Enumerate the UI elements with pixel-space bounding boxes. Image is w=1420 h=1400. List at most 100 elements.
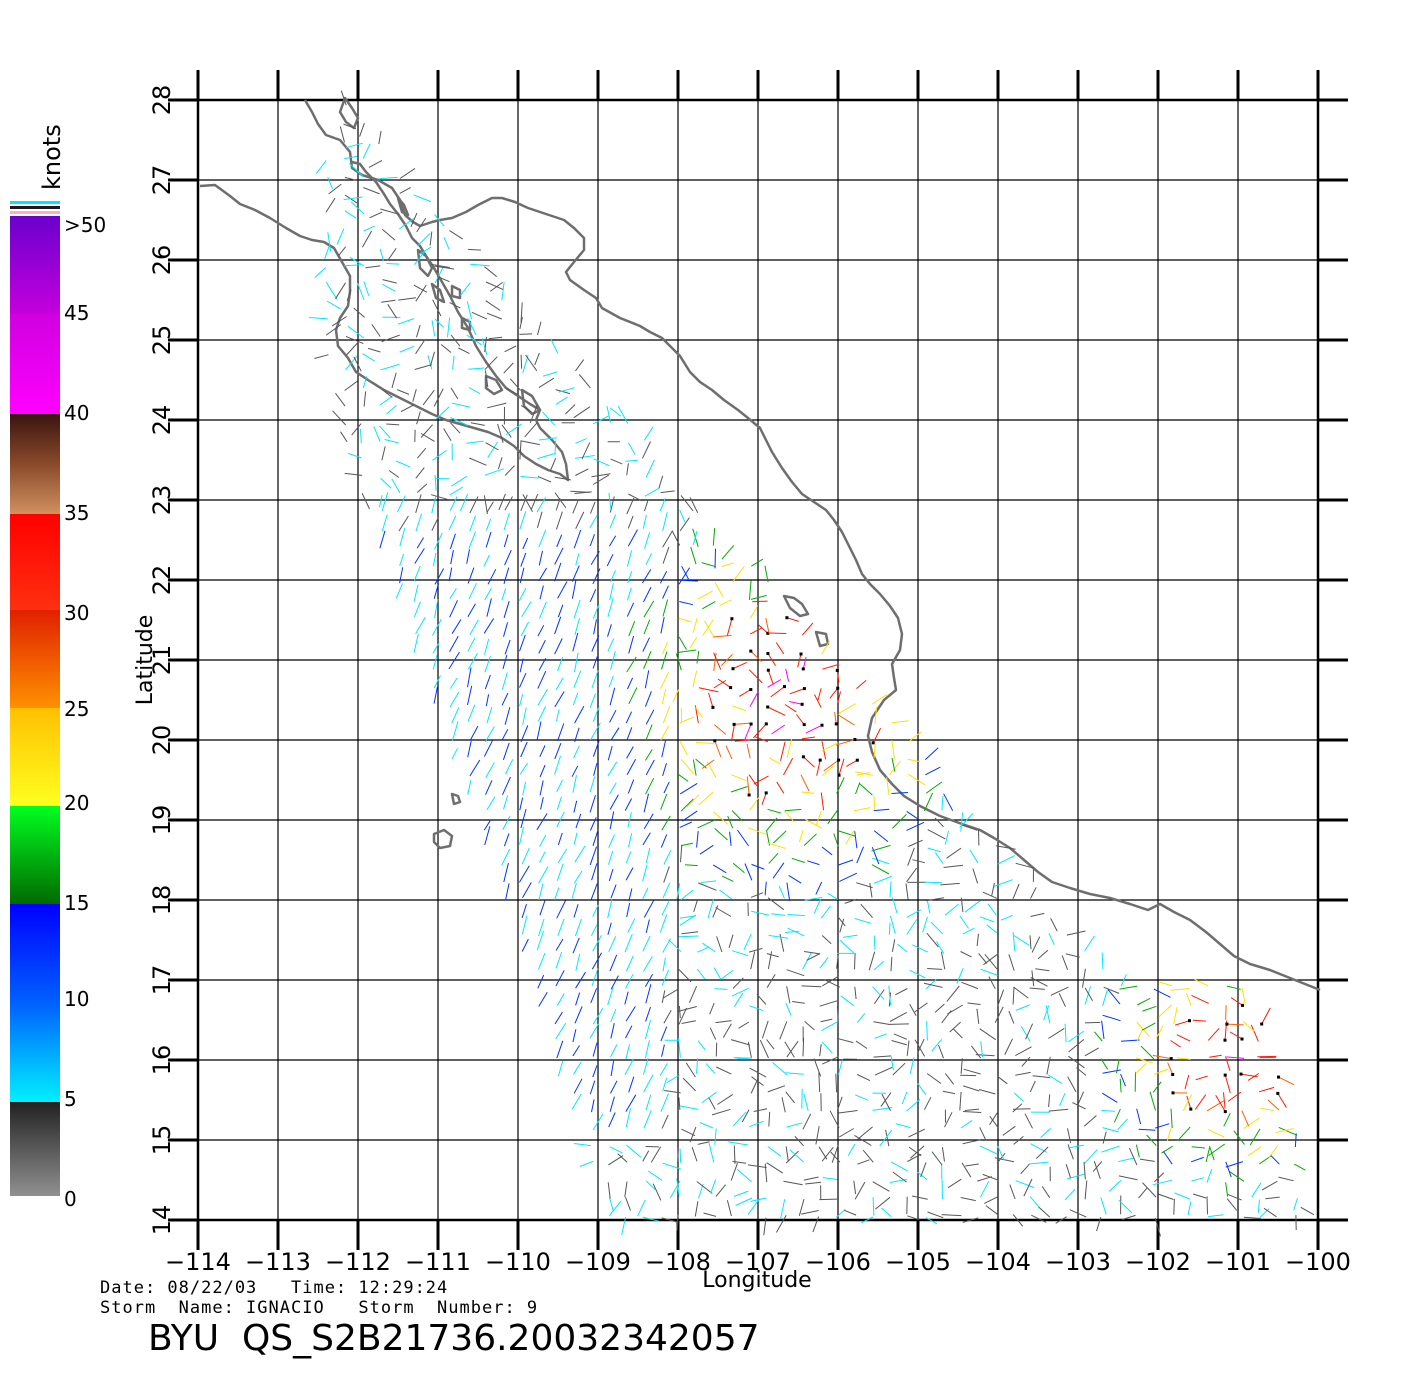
wind-vector xyxy=(399,217,415,230)
wind-vector xyxy=(504,549,512,566)
wind-vector xyxy=(573,406,591,419)
wind-vector xyxy=(886,777,890,796)
wind-vector xyxy=(1012,1214,1024,1227)
rain-flag-marker xyxy=(732,722,736,726)
wind-vector xyxy=(1102,1092,1118,1103)
wind-vector xyxy=(1215,1095,1226,1112)
wind-vector xyxy=(592,1065,598,1078)
wind-vector xyxy=(644,1019,651,1040)
wind-vector xyxy=(1065,1164,1071,1179)
wind-vector xyxy=(434,475,437,491)
wind-vector xyxy=(522,781,527,796)
wind-vector xyxy=(927,1211,944,1219)
wind-vector xyxy=(732,977,744,989)
wind-vector xyxy=(467,667,472,688)
wind-vector xyxy=(890,1161,908,1172)
wind-vector xyxy=(922,916,928,933)
wind-vector xyxy=(679,1148,682,1163)
wind-vector xyxy=(924,881,943,884)
wind-vector xyxy=(537,952,546,970)
rain-flag-marker xyxy=(834,722,838,726)
wind-vector xyxy=(714,828,728,841)
rain-flag-marker xyxy=(802,687,806,691)
wind-vector xyxy=(519,826,524,845)
wind-vector xyxy=(661,651,668,670)
wind-vector xyxy=(1136,1028,1144,1041)
wind-vector xyxy=(768,934,789,939)
wind-vector xyxy=(572,775,577,793)
wind-vector xyxy=(522,537,529,550)
wind-vector xyxy=(892,813,907,829)
wind-vector xyxy=(589,534,595,547)
wind-vector xyxy=(1174,1192,1190,1200)
lat-tick-label: 23 xyxy=(148,485,176,516)
wind-vector xyxy=(557,832,563,846)
wind-vector xyxy=(1233,1130,1245,1145)
wind-vector xyxy=(969,849,979,864)
wind-vector xyxy=(1015,1071,1031,1076)
wind-vector xyxy=(861,1216,874,1224)
rain-flag-marker xyxy=(1277,1075,1280,1079)
wind-vector xyxy=(335,282,346,299)
wind-vector xyxy=(661,990,666,1004)
wind-vector xyxy=(701,562,716,568)
wind-vector xyxy=(941,1214,962,1217)
wind-vector xyxy=(399,527,406,547)
wind-vector xyxy=(642,637,650,652)
wind-vector xyxy=(537,625,545,637)
wind-vector xyxy=(838,1110,858,1114)
wind-vector xyxy=(805,724,823,734)
wind-vector xyxy=(720,654,733,667)
wind-vector xyxy=(1191,1146,1205,1149)
wind-vector xyxy=(469,515,477,532)
rain-flag-marker xyxy=(800,702,804,706)
mexico-mainland-coast xyxy=(303,99,1321,992)
wind-vector xyxy=(791,857,805,863)
wind-vector xyxy=(343,123,357,130)
wind-vector xyxy=(518,587,527,602)
rain-flag-marker xyxy=(1225,1022,1229,1026)
wind-vector xyxy=(961,981,979,990)
wind-vector xyxy=(592,904,599,917)
wind-vector xyxy=(784,704,797,713)
wind-vector xyxy=(749,797,760,811)
wind-vector xyxy=(827,809,839,825)
wind-vector xyxy=(1251,1182,1262,1198)
wind-vector xyxy=(363,187,380,195)
wind-vector xyxy=(712,528,716,546)
axis-ticks xyxy=(168,70,1348,1250)
wind-vector xyxy=(468,367,485,370)
wind-vector xyxy=(1025,1023,1034,1040)
wind-vector xyxy=(758,624,769,634)
wind-vector xyxy=(340,431,348,443)
wind-vector xyxy=(416,411,421,425)
wind-vector xyxy=(416,324,421,338)
rain-flag-marker xyxy=(749,688,753,691)
wind-vector xyxy=(483,495,488,515)
wind-vector xyxy=(766,974,776,989)
rain-flag-marker xyxy=(711,705,715,709)
wind-vector xyxy=(1230,997,1243,1006)
wind-vector xyxy=(690,546,697,565)
wind-vector xyxy=(399,186,411,194)
rain-flag-marker xyxy=(713,739,717,743)
wind-vector xyxy=(648,1170,663,1181)
wind-vector xyxy=(976,1008,980,1024)
wind-vector xyxy=(818,1146,828,1160)
wind-vector xyxy=(468,248,481,251)
wind-vector xyxy=(771,724,786,735)
wind-vector xyxy=(519,672,527,688)
wind-vector xyxy=(960,1119,973,1129)
wind-vector xyxy=(573,832,578,845)
wind-vector xyxy=(700,880,717,883)
wind-vector xyxy=(801,1210,819,1215)
wind-vector xyxy=(606,554,614,567)
wind-vector xyxy=(1223,1112,1231,1127)
wind-vector xyxy=(539,780,544,796)
wind-vector xyxy=(536,930,544,951)
wind-vector xyxy=(481,338,488,356)
lon-tick-label: −108 xyxy=(645,1248,711,1276)
wind-vector xyxy=(459,493,469,512)
wind-vector xyxy=(432,299,442,317)
wind-vector xyxy=(662,530,673,548)
